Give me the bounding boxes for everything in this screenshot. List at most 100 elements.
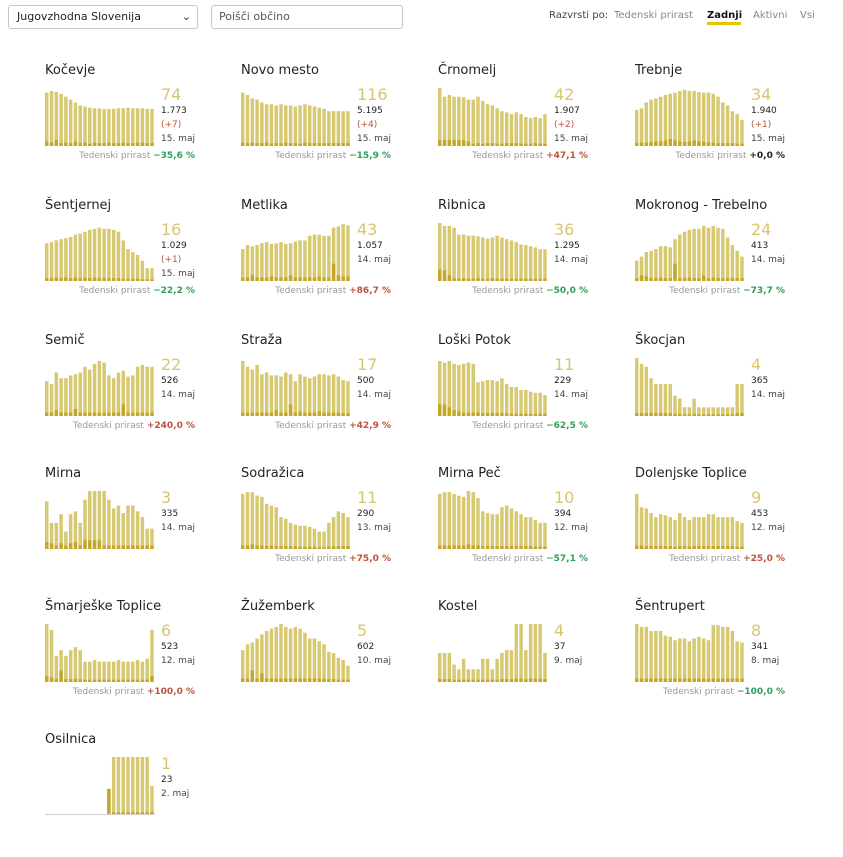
active-cases-bar: [92, 363, 97, 416]
municipality-card[interactable]: Škocjan 4 365 14. maj: [635, 333, 825, 458]
municipality-card[interactable]: Šmarješke Toplice 6 523 12. maj Tedenski pri…: [45, 599, 235, 724]
latest-count: 11: [357, 488, 378, 507]
new-cases-bar: [317, 143, 321, 146]
new-cases-bar: [346, 679, 350, 682]
new-cases-bar: [83, 412, 87, 416]
active-cases-bar: [533, 392, 538, 416]
new-cases-bar: [485, 143, 490, 146]
municipality-card[interactable]: Mokronog - Trebelno 24 413 14. maj Tedenski …: [635, 198, 825, 323]
municipality-card[interactable]: Novo mesto 116 5.195 (+4) 15. maj Tedenski pr…: [241, 63, 431, 188]
active-cases-bar: [145, 108, 149, 146]
sort-option-active[interactable]: Aktivni: [753, 10, 788, 21]
new-cases-bar: [331, 143, 336, 146]
new-cases-bar: [668, 546, 672, 549]
active-cases-bar: [135, 659, 140, 682]
active-cases-bar: [303, 104, 307, 146]
municipality-card[interactable]: Straža 17 500 14. maj Tedenski prirast +42,9…: [241, 333, 431, 458]
active-cases-bar: [678, 638, 682, 682]
new-cases-bar: [241, 678, 245, 682]
active-cases-bar: [466, 235, 471, 281]
active-cases-bar: [116, 757, 121, 815]
update-date: 14. maj: [357, 390, 391, 400]
new-cases-bar: [678, 546, 682, 549]
municipality-card[interactable]: Mirna 3 335 14. maj: [45, 466, 235, 591]
new-cases-bar: [284, 412, 288, 416]
case-trend-chart: [45, 90, 154, 146]
new-cases-bar: [269, 412, 274, 416]
update-date: 14. maj: [554, 255, 588, 265]
active-cases-bar: [317, 531, 321, 549]
new-cases-bar: [126, 143, 130, 146]
municipality-card[interactable]: Šentjernej 16 1.029 (+1) 15. maj Tedenski pri…: [45, 198, 235, 323]
latest-count: 8: [751, 621, 762, 640]
new-cases-bar: [682, 546, 687, 549]
municipality-card[interactable]: Črnomelj 42 1.907 (+2) 15. maj Tedenski prira…: [438, 63, 628, 188]
active-cases-bar: [735, 384, 739, 416]
active-cases-bar: [678, 398, 682, 416]
active-cases-bar: [538, 392, 542, 416]
municipality-card[interactable]: Dolenjske Toplice 9 453 12. maj Tedenski pri…: [635, 466, 825, 591]
latest-count: 42: [554, 85, 575, 104]
active-cases-bar: [725, 517, 730, 549]
municipality-card[interactable]: Semič 22 526 14. maj Tedenski prirast +240,0…: [45, 333, 235, 458]
active-cases-bar: [538, 624, 542, 682]
active-cases-bar: [73, 374, 78, 416]
municipality-card[interactable]: Sodražica 11 290 13. maj Tedenski prirast +7…: [241, 466, 431, 591]
new-cases-bar: [485, 413, 490, 416]
active-cases-bar: [298, 105, 302, 146]
municipality-card[interactable]: Osilnica 1 23 2. maj: [45, 732, 235, 857]
active-cases-bar: [54, 240, 59, 281]
active-cases-bar: [706, 640, 711, 682]
municipality-card[interactable]: Kostel 4 37 9. maj: [438, 599, 628, 724]
new-cases-bar: [279, 143, 283, 146]
new-cases-bar: [721, 278, 725, 281]
weekly-growth-label: Tedenski prirast: [472, 286, 547, 296]
active-cases-bar: [274, 243, 278, 281]
weekly-growth-value: +47,1 %: [546, 151, 588, 161]
sort-option-weekly-growth[interactable]: Tedenski prirast: [614, 10, 693, 21]
new-cases-bar: [735, 678, 739, 682]
active-cases-bar: [64, 238, 68, 281]
new-cases-bar: [83, 540, 87, 549]
new-cases-bar: [131, 679, 135, 682]
new-cases-bar: [322, 277, 326, 281]
active-cases-bar: [471, 235, 475, 281]
active-cases-bar: [514, 511, 518, 549]
sort-option-all[interactable]: Vsi: [800, 10, 815, 21]
active-cases-bar: [514, 242, 518, 281]
municipality-card[interactable]: Mirna Peč 10 394 12. maj Tedenski prirast −5…: [438, 466, 628, 591]
municipality-card[interactable]: Ribnica 36 1.295 14. maj Tedenski prirast −5…: [438, 198, 628, 323]
region-select[interactable]: Jugovzhodna Slovenija ⌄: [8, 5, 198, 29]
municipality-card[interactable]: Žužemberk 5 602 10. maj: [241, 599, 431, 724]
municipality-card[interactable]: Metlika 43 1.057 14. maj Tedenski prirast +8…: [241, 198, 431, 323]
new-cases-bar: [150, 545, 154, 549]
active-cases-bar: [303, 240, 307, 281]
active-cases-bar: [730, 517, 735, 549]
municipality-card[interactable]: Kočevje 74 1.773 (+7) 15. maj Tedenski priras…: [45, 63, 235, 188]
active-cases-bar: [331, 517, 336, 549]
municipality-search-input[interactable]: Poišči občino: [211, 5, 403, 29]
new-cases-bar: [706, 678, 711, 682]
new-cases-bar: [711, 678, 715, 682]
sort-option-latest[interactable]: Zadnji: [707, 10, 743, 21]
new-cases-bar: [49, 278, 54, 281]
new-cases-bar: [697, 278, 701, 281]
active-cases-bar: [250, 492, 255, 549]
municipality-card[interactable]: Loški Potok 11 229 14. maj Tedenski prirast …: [438, 333, 628, 458]
active-cases-bar: [485, 658, 490, 682]
new-cases-bar: [116, 412, 121, 416]
latest-count: 16: [161, 220, 182, 239]
new-cases-bar: [740, 546, 744, 549]
active-cases-bar: [504, 650, 509, 682]
municipality-card[interactable]: Šentrupert 8 341 8. maj Tedenski prirast −10…: [635, 599, 825, 724]
active-cases-bar: [730, 630, 735, 682]
new-cases-bar: [279, 678, 283, 682]
new-cases-bar: [514, 546, 518, 549]
municipality-name: Metlika: [241, 198, 288, 213]
new-cases-bar: [721, 143, 725, 146]
active-cases-bar: [524, 245, 528, 281]
municipality-card[interactable]: Trebnje 34 1.940 (+1) 15. maj Tedenski priras…: [635, 63, 825, 188]
active-cases-bar: [692, 517, 696, 549]
active-cases-bar: [59, 93, 63, 146]
new-cases-bar: [68, 679, 73, 682]
